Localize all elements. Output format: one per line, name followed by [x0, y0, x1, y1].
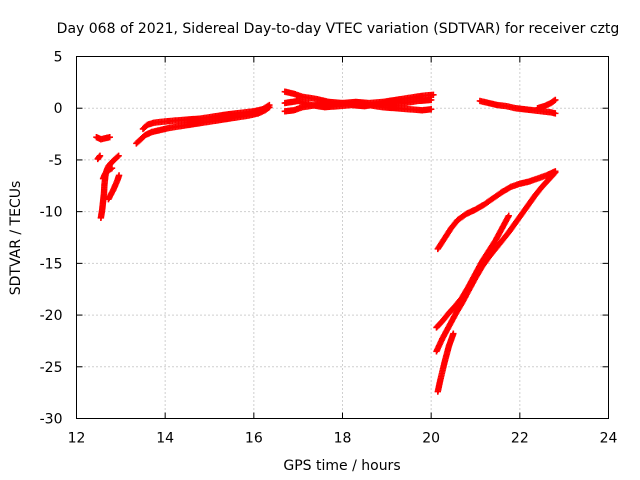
- y-tick-label: 5: [54, 50, 63, 66]
- plus-marker: [266, 101, 273, 109]
- series-arc-d: [99, 165, 116, 182]
- plus-marker: [430, 91, 437, 98]
- x-tick-label: 12: [68, 431, 86, 447]
- x-tick-label: 20: [422, 431, 440, 447]
- plus-marker: [551, 170, 558, 177]
- series-arc-o: [433, 169, 559, 355]
- series-arc-n: [433, 212, 512, 331]
- series-arc-p: [434, 330, 457, 395]
- y-tick-label: -10: [40, 205, 63, 221]
- x-tick-label: 24: [600, 431, 618, 447]
- y-tick-label: -15: [40, 256, 63, 272]
- series-arc-g: [139, 101, 273, 133]
- plus-marker: [505, 212, 512, 219]
- data-marks: [93, 88, 559, 395]
- x-tick-label: 16: [245, 431, 263, 447]
- x-tick-label: 14: [156, 431, 174, 447]
- series-arc-c: [97, 152, 122, 222]
- x-tick-label: 18: [334, 431, 352, 447]
- plus-marker: [115, 152, 122, 159]
- x-tick-label: 22: [511, 431, 529, 447]
- chart-title: Day 068 of 2021, Sidereal Day-to-day VTE…: [57, 21, 620, 37]
- y-tick-labels: 5 0 -5 -10 -15 -20 -25 -30: [40, 50, 63, 428]
- plus-marker: [106, 133, 113, 141]
- y-tick-label: -5: [49, 153, 63, 169]
- y-tick-label: -30: [40, 412, 63, 428]
- series-arc-l: [534, 96, 559, 112]
- series-arc-m: [434, 168, 559, 253]
- y-tick-label: -20: [40, 308, 63, 324]
- x-axis-title: GPS time / hours: [283, 458, 400, 474]
- x-tick-labels: 12 14 16 18 20 22 24: [68, 431, 618, 447]
- grid-layer: [76, 56, 609, 419]
- plus-marker: [96, 152, 104, 159]
- plus-marker: [450, 330, 457, 337]
- plus-marker: [114, 153, 121, 161]
- plus-marker: [427, 106, 435, 113]
- series-arc-b: [94, 152, 104, 163]
- series-arc-a: [93, 133, 113, 143]
- plus-marker: [552, 96, 559, 104]
- plot-frame: [76, 56, 609, 419]
- plus-marker: [552, 169, 559, 176]
- plus-marker: [552, 110, 559, 117]
- y-tick-label: 0: [54, 101, 63, 117]
- plus-marker: [108, 165, 116, 172]
- y-axis-title: SDTVAR / TECUs: [8, 181, 24, 296]
- plus-marker: [264, 102, 272, 110]
- plus-marker: [427, 96, 435, 104]
- series-arc-j: [281, 96, 435, 111]
- y-tick-label: -25: [40, 360, 63, 376]
- plus-marker: [115, 172, 123, 179]
- series-arc-e: [105, 172, 123, 203]
